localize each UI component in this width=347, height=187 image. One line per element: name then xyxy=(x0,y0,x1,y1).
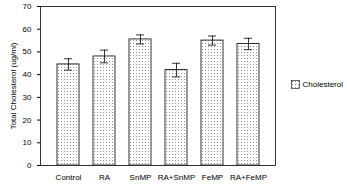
svg-text:FeMP: FeMP xyxy=(202,173,223,182)
svg-text:60: 60 xyxy=(23,25,32,34)
svg-text:50: 50 xyxy=(23,47,32,56)
html-text:Cholesterol: Cholesterol xyxy=(302,80,343,89)
svg-text:20: 20 xyxy=(23,116,32,125)
svg-text:70: 70 xyxy=(23,2,32,11)
svg-text:0: 0 xyxy=(27,161,32,170)
svg-text:30: 30 xyxy=(23,93,32,102)
svg-text:RA+FeMP: RA+FeMP xyxy=(230,173,267,182)
svg-text:Control: Control xyxy=(56,173,82,182)
svg-text:Total Cholesterol (ug/ml): Total Cholesterol (ug/ml) xyxy=(9,42,18,129)
svg-text:10: 10 xyxy=(23,138,32,147)
svg-text:RA: RA xyxy=(99,173,111,182)
svg-text:SnMP: SnMP xyxy=(130,173,152,182)
svg-text:RA+SnMP: RA+SnMP xyxy=(158,173,196,182)
svg-text:40: 40 xyxy=(23,70,32,79)
